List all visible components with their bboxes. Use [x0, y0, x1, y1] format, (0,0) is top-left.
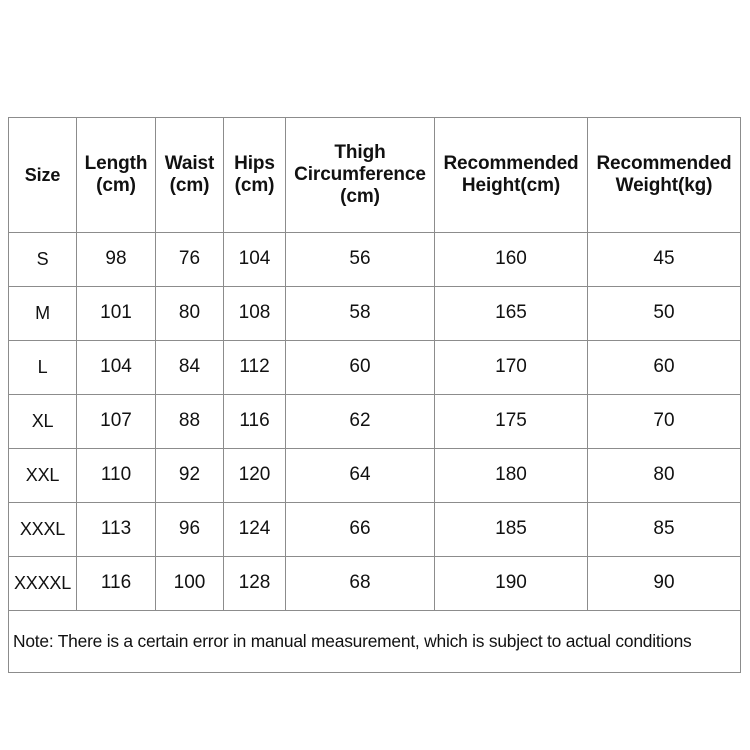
- cell-length: 110: [76, 448, 156, 503]
- cell-thigh: 66: [285, 502, 435, 557]
- cell-size: L: [8, 340, 77, 395]
- cell-height: 170: [434, 340, 588, 395]
- cell-hips: 124: [223, 502, 286, 557]
- cell-waist: 88: [155, 394, 224, 449]
- cell-size: S: [8, 232, 77, 287]
- table-row: XXXL 113 96 124 66 185 85: [8, 502, 741, 557]
- cell-length: 113: [76, 502, 156, 557]
- header-label-waist: Waist: [164, 152, 215, 174]
- cell-weight: 45: [587, 232, 741, 287]
- cell-size: XXXL: [8, 502, 77, 557]
- measurement-note: Note: There is a certain error in manual…: [8, 610, 741, 673]
- cell-height: 185: [434, 502, 588, 557]
- cell-hips: 112: [223, 340, 286, 395]
- cell-weight: 50: [587, 286, 741, 341]
- cell-weight: 90: [587, 556, 741, 611]
- column-header-recommended-height: Recommended Height(cm): [434, 117, 588, 233]
- cell-height: 190: [434, 556, 588, 611]
- cell-thigh: 56: [285, 232, 435, 287]
- cell-hips: 128: [223, 556, 286, 611]
- cell-size: XXXXL: [8, 556, 77, 611]
- header-unit-hips: (cm): [234, 175, 275, 196]
- cell-length: 101: [76, 286, 156, 341]
- column-header-size: Size: [8, 117, 77, 233]
- header-label-recommended-weight-2: Weight(kg): [615, 175, 713, 196]
- cell-height: 180: [434, 448, 588, 503]
- cell-length: 107: [76, 394, 156, 449]
- cell-hips: 104: [223, 232, 286, 287]
- cell-size: M: [8, 286, 77, 341]
- cell-size: XXL: [8, 448, 77, 503]
- header-label-size: Size: [24, 164, 61, 185]
- header-label-recommended-height-1: Recommended: [443, 152, 579, 174]
- header-label-hips: Hips: [234, 152, 275, 174]
- header-label-recommended-height-2: Height(cm): [461, 175, 561, 196]
- cell-thigh: 68: [285, 556, 435, 611]
- header-unit-length: (cm): [96, 175, 136, 196]
- cell-waist: 84: [155, 340, 224, 395]
- cell-height: 165: [434, 286, 588, 341]
- column-header-thigh-circumference: Thigh Circumference (cm): [285, 117, 435, 233]
- cell-weight: 80: [587, 448, 741, 503]
- column-header-recommended-weight: Recommended Weight(kg): [587, 117, 741, 233]
- cell-hips: 108: [223, 286, 286, 341]
- cell-length: 98: [76, 232, 156, 287]
- header-unit-thigh: (cm): [340, 186, 380, 208]
- column-header-length: Length (cm): [76, 117, 156, 233]
- table-row: S 98 76 104 56 160 45: [8, 232, 741, 287]
- cell-weight: 70: [587, 394, 741, 449]
- cell-thigh: 62: [285, 394, 435, 449]
- cell-thigh: 60: [285, 340, 435, 395]
- cell-waist: 100: [155, 556, 224, 611]
- header-label-length: Length: [84, 152, 148, 174]
- cell-length: 116: [76, 556, 156, 611]
- cell-waist: 96: [155, 502, 224, 557]
- column-header-waist: Waist (cm): [155, 117, 224, 233]
- table-row: XXL 110 92 120 64 180 80: [8, 448, 741, 503]
- cell-waist: 80: [155, 286, 224, 341]
- header-label-thigh: Thigh: [334, 141, 386, 163]
- size-chart-table: Size Length (cm) Waist (cm) Hips (cm) Thigh…: [8, 117, 741, 673]
- cell-thigh: 64: [285, 448, 435, 503]
- table-row: M 101 80 108 58 165 50: [8, 286, 741, 341]
- cell-size: XL: [8, 394, 77, 449]
- cell-height: 160: [434, 232, 588, 287]
- cell-weight: 60: [587, 340, 741, 395]
- table-header: Size Length (cm) Waist (cm) Hips (cm) Thigh…: [8, 117, 741, 233]
- column-header-hips: Hips (cm): [223, 117, 286, 233]
- header-label-recommended-weight-1: Recommended: [596, 152, 732, 174]
- header-row: Size Length (cm) Waist (cm) Hips (cm) Thigh…: [8, 117, 741, 233]
- table-body: S 98 76 104 56 160 45 M 101 80 108 58 16…: [8, 232, 741, 673]
- header-unit-waist: (cm): [169, 175, 210, 196]
- cell-hips: 120: [223, 448, 286, 503]
- header-label-circumference: Circumference: [294, 163, 426, 185]
- table-row: XL 107 88 116 62 175 70: [8, 394, 741, 449]
- cell-length: 104: [76, 340, 156, 395]
- cell-hips: 116: [223, 394, 286, 449]
- table-note-row: Note: There is a certain error in manual…: [8, 610, 741, 673]
- table-row: XXXXL 116 100 128 68 190 90: [8, 556, 741, 611]
- cell-weight: 85: [587, 502, 741, 557]
- table-row: L 104 84 112 60 170 60: [8, 340, 741, 395]
- cell-waist: 76: [155, 232, 224, 287]
- cell-height: 175: [434, 394, 588, 449]
- cell-thigh: 58: [285, 286, 435, 341]
- cell-waist: 92: [155, 448, 224, 503]
